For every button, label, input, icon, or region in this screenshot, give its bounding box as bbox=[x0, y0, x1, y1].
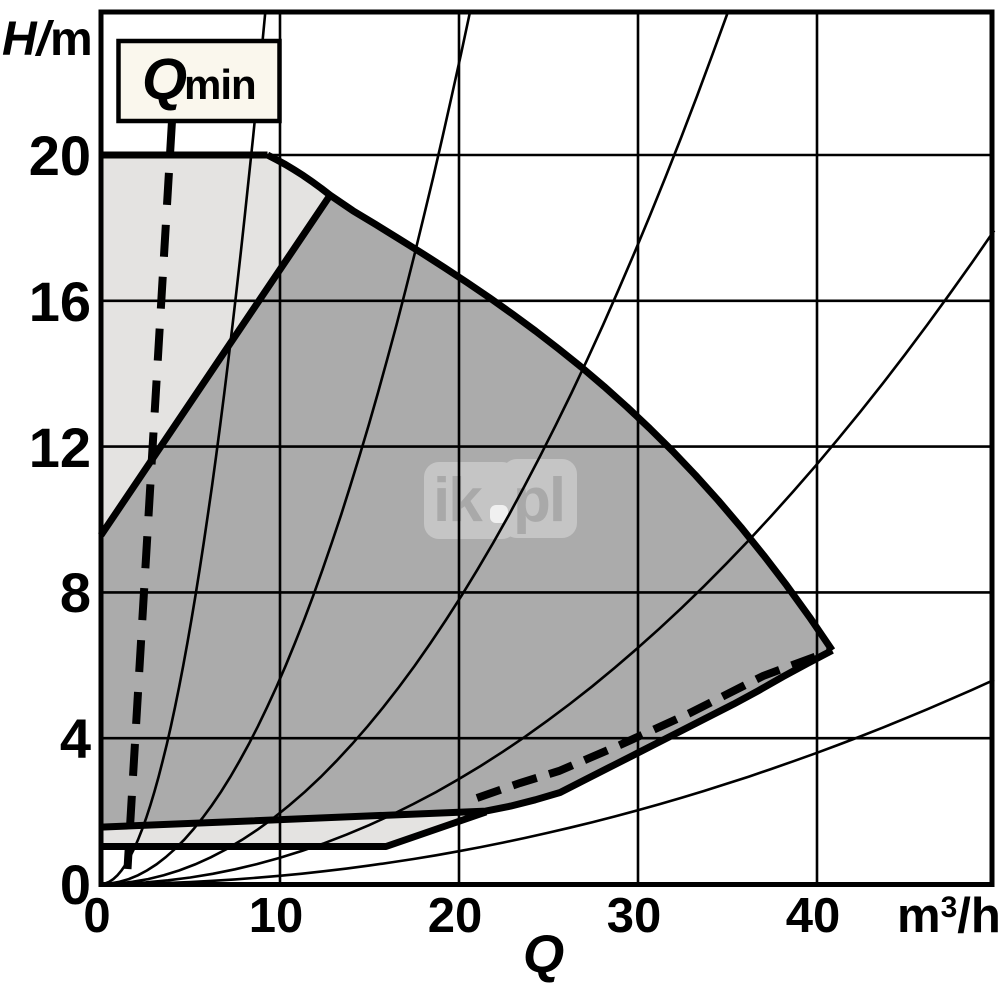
svg-text:H/m: H/m bbox=[2, 13, 93, 66]
svg-text:0: 0 bbox=[60, 853, 91, 916]
svg-text:min: min bbox=[184, 61, 256, 108]
svg-text:Q: Q bbox=[142, 47, 187, 112]
svg-text:pl: pl bbox=[513, 466, 564, 535]
svg-text:20: 20 bbox=[29, 124, 91, 187]
svg-text:16: 16 bbox=[29, 270, 91, 333]
svg-text:20: 20 bbox=[428, 889, 483, 943]
svg-text:12: 12 bbox=[29, 416, 91, 479]
svg-text:Q: Q bbox=[523, 925, 564, 984]
svg-text:4: 4 bbox=[60, 707, 91, 770]
svg-text:10: 10 bbox=[249, 889, 304, 943]
svg-text:40: 40 bbox=[786, 889, 841, 943]
svg-text:8: 8 bbox=[60, 561, 91, 624]
svg-text:30: 30 bbox=[607, 889, 662, 943]
svg-text:0: 0 bbox=[83, 889, 110, 943]
